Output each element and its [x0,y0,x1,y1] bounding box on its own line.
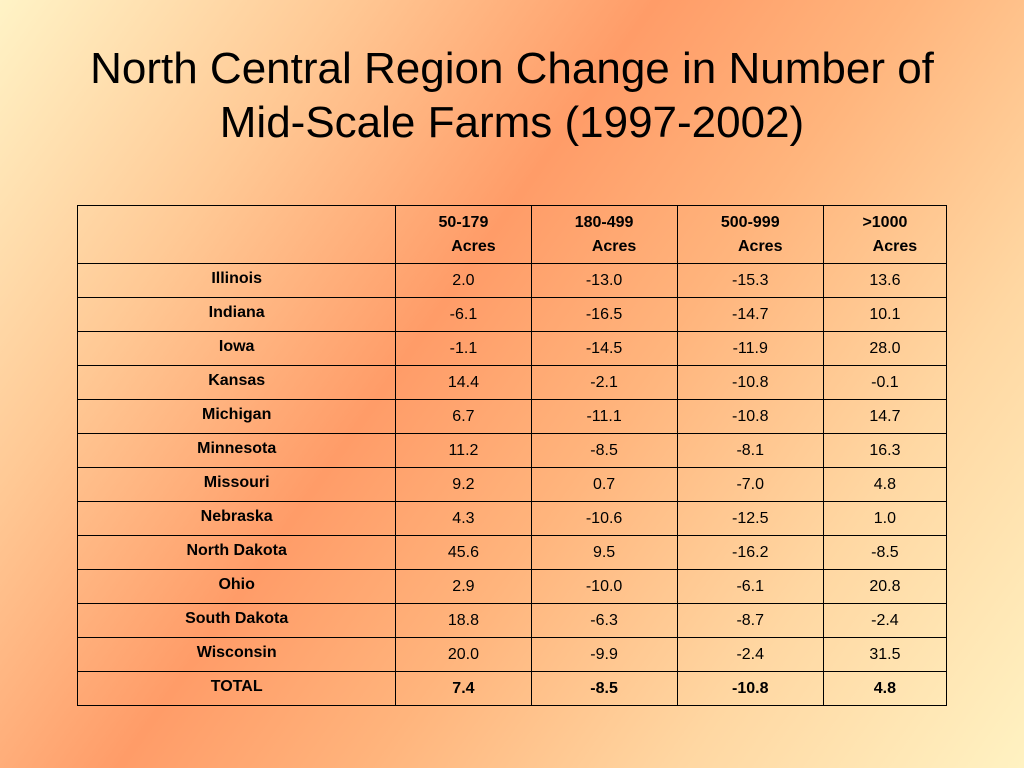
value-cell: -14.5 [530,331,678,366]
value-cell: -10.6 [530,501,678,536]
value-cell: 2.9 [395,569,532,604]
state-name: Wisconsin [76,637,397,672]
table-row: Iowa -1.1 -14.5 -11.9 28.0 [76,331,948,366]
state-name: Kansas [76,365,397,400]
table-row: Wisconsin 20.0 -9.9 -2.4 31.5 [76,637,948,672]
value-cell: 4.3 [395,501,532,536]
value-cell: 10.1 [822,297,948,332]
state-name: Minnesota [76,433,397,468]
table-row: Missouri 9.2 0.7 -7.0 4.8 [76,467,948,502]
header-cell-over-1000: >1000 Acres [822,205,948,264]
value-cell: -11.9 [676,331,824,366]
table-row: Minnesota 11.2 -8.5 -8.1 16.3 [76,433,948,468]
value-cell: -0.1 [822,365,948,400]
header-cell-50-179: 50-179 Acres [395,205,532,264]
value-cell: 1.0 [822,501,948,536]
value-cell: -10.8 [676,365,824,400]
table-row: Illinois 2.0 -13.0 -15.3 13.6 [76,263,948,298]
header-row: 50-179 Acres 180-499 Acres 500-999 Acres… [76,205,948,264]
header-corner-cell [76,205,397,264]
table-row: Nebraska 4.3 -10.6 -12.5 1.0 [76,501,948,536]
value-cell: -14.7 [676,297,824,332]
state-name: Illinois [76,263,397,298]
total-value-cell: -8.5 [530,671,678,706]
total-value-cell: 7.4 [395,671,532,706]
value-cell: 0.7 [530,467,678,502]
table-row: South Dakota 18.8 -6.3 -8.7 -2.4 [76,603,948,638]
value-cell: 31.5 [822,637,948,672]
value-cell: -6.3 [530,603,678,638]
state-name: Missouri [76,467,397,502]
table-row: Ohio 2.9 -10.0 -6.1 20.8 [76,569,948,604]
header-unit: Acres [872,237,918,255]
table-row: Kansas 14.4 -2.1 -10.8 -0.1 [76,365,948,400]
value-cell: 2.0 [395,263,532,298]
value-cell: -8.5 [530,433,678,468]
value-cell: 16.3 [822,433,948,468]
value-cell: -8.1 [676,433,824,468]
header-cell-500-999: 500-999 Acres [676,205,824,264]
value-cell: 11.2 [395,433,532,468]
state-name: Iowa [76,331,397,366]
title-line-2: Mid-Scale Farms (1997-2002) [219,98,805,147]
value-cell: -8.7 [676,603,824,638]
value-cell: 20.8 [822,569,948,604]
state-name: Michigan [76,399,397,434]
table-row: North Dakota 45.6 9.5 -16.2 -8.5 [76,535,948,570]
value-cell: 18.8 [395,603,532,638]
value-cell: 6.7 [395,399,532,434]
value-cell: -8.5 [822,535,948,570]
total-row: TOTAL 7.4 -8.5 -10.8 4.8 [76,671,948,706]
state-name: North Dakota [76,535,397,570]
value-cell: 20.0 [395,637,532,672]
value-cell: 13.6 [822,263,948,298]
header-unit: Acres [451,237,496,255]
table-row: Indiana -6.1 -16.5 -14.7 10.1 [76,297,948,332]
value-cell: -9.9 [530,637,678,672]
header-cell-180-499: 180-499 Acres [530,205,678,264]
value-cell: -2.1 [530,365,678,400]
value-cell: 14.7 [822,399,948,434]
value-cell: -16.5 [530,297,678,332]
value-cell: 4.8 [822,467,948,502]
table-row: Michigan 6.7 -11.1 -10.8 14.7 [76,399,948,434]
slide-title: North Central Region Change in Number of… [0,42,1024,150]
header-range: 180-499 [574,213,634,231]
value-cell: -6.1 [676,569,824,604]
value-cell: -2.4 [676,637,824,672]
value-cell: 9.2 [395,467,532,502]
header-unit: Acres [737,237,783,255]
value-cell: -6.1 [395,297,532,332]
value-cell: -10.8 [676,399,824,434]
header-unit: Acres [591,237,637,255]
state-name: Ohio [76,569,397,604]
total-value-cell: 4.8 [822,671,948,706]
farm-change-table: 50-179 Acres 180-499 Acres 500-999 Acres… [76,205,948,706]
value-cell: 14.4 [395,365,532,400]
state-name: Nebraska [76,501,397,536]
value-cell: -12.5 [676,501,824,536]
value-cell: -2.4 [822,603,948,638]
total-value-cell: -10.8 [676,671,824,706]
value-cell: -1.1 [395,331,532,366]
header-range: 50-179 [438,213,489,231]
state-name: Indiana [76,297,397,332]
value-cell: -11.1 [530,399,678,434]
value-cell: 28.0 [822,331,948,366]
value-cell: -16.2 [676,535,824,570]
value-cell: -10.0 [530,569,678,604]
header-range: 500-999 [720,213,780,231]
value-cell: 9.5 [530,535,678,570]
state-name: South Dakota [76,603,397,638]
header-range: >1000 [862,213,908,231]
value-cell: -7.0 [676,467,824,502]
value-cell: -13.0 [530,263,678,298]
total-label: TOTAL [76,671,397,706]
value-cell: 45.6 [395,535,532,570]
title-line-1: North Central Region Change in Number of [90,44,934,93]
value-cell: -15.3 [676,263,824,298]
